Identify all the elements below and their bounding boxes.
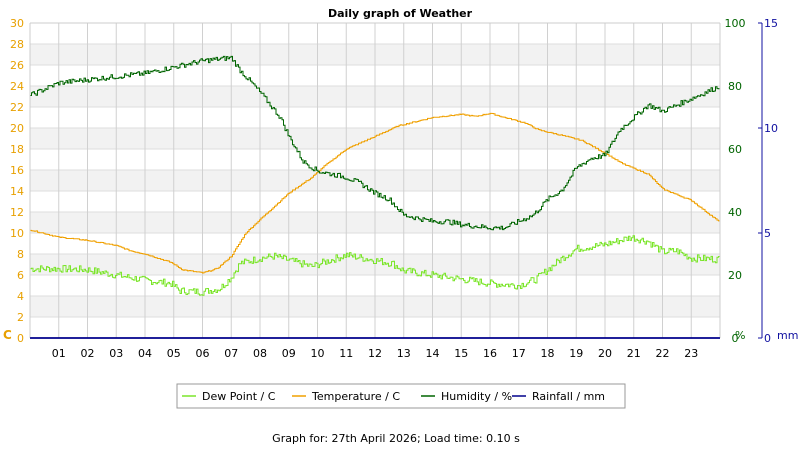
legend-label: Rainfall / mm: [532, 390, 605, 403]
y-right2-tick-label: 10: [764, 122, 778, 135]
series-line-0: [30, 235, 721, 296]
y-left-tick-label: 10: [10, 227, 24, 240]
x-tick-label: 12: [368, 347, 382, 360]
chart-title: Daily graph of Weather: [328, 7, 473, 20]
y-left-tick-label: 30: [10, 17, 24, 30]
x-tick-label: 22: [656, 347, 670, 360]
x-tick-label: 10: [311, 347, 325, 360]
y-right1-tick-label: 40: [728, 206, 742, 219]
x-tick-label: 09: [282, 347, 296, 360]
y-left-tick-label: 6: [17, 269, 24, 282]
x-tick-label: 13: [397, 347, 411, 360]
plot-axes: [29, 22, 763, 339]
x-tick-label: 20: [598, 347, 612, 360]
x-tick-label: 11: [339, 347, 353, 360]
y-right1-unit: %: [735, 329, 745, 342]
legend: Dew Point / C Temperature / C Humidity / %…: [176, 383, 626, 409]
y-left-tick-label: 4: [17, 290, 24, 303]
x-tick-label: 15: [454, 347, 468, 360]
y-left-tick-label: 20: [10, 122, 24, 135]
x-tick-label: 16: [483, 347, 497, 360]
y-left-tick-label: 18: [10, 143, 24, 156]
legend-label: Temperature / C: [311, 390, 400, 403]
y-right2-unit: mm: [777, 329, 798, 342]
x-tick-label: 19: [569, 347, 583, 360]
y-left-tick-label: 2: [17, 311, 24, 324]
x-tick-label: 08: [253, 347, 267, 360]
x-tick-label: 07: [224, 347, 238, 360]
legend-label: Humidity / %: [441, 390, 512, 403]
y-right2-tick-label: 0: [764, 332, 771, 345]
x-tick-label: 01: [52, 347, 66, 360]
y-right1-tick-label: 100: [725, 17, 746, 30]
y-left-tick-label: 26: [10, 59, 24, 72]
x-tick-label: 05: [167, 347, 181, 360]
x-tick-label: 17: [512, 347, 526, 360]
x-tick-label: 06: [196, 347, 210, 360]
x-tick-label: 02: [81, 347, 95, 360]
x-tick-label: 14: [426, 347, 440, 360]
y-left-tick-label: 24: [10, 80, 24, 93]
legend-label: Dew Point / C: [202, 390, 276, 403]
footer-caption: Graph for: 27th April 2026; Load time: 0…: [272, 432, 520, 445]
x-tick-label: 23: [684, 347, 698, 360]
x-tick-label: 21: [627, 347, 641, 360]
y-left-tick-label: 28: [10, 38, 24, 51]
y-left-tick-label: 14: [10, 185, 24, 198]
y-right1-tick-label: 60: [728, 143, 742, 156]
series-line-2: [30, 55, 721, 231]
y-left-tick-label: 8: [17, 248, 24, 261]
y-right2-tick-label: 15: [764, 17, 778, 30]
legend-box: [176, 383, 626, 409]
y-right1-tick-label: 20: [728, 269, 742, 282]
y-left-tick-label: 12: [10, 206, 24, 219]
y-left-tick-label: 16: [10, 164, 24, 177]
y-right1-tick-label: 80: [728, 80, 742, 93]
y-left-unit: C: [3, 328, 12, 342]
x-tick-label: 03: [109, 347, 123, 360]
y-left-tick-label: 22: [10, 101, 24, 114]
x-tick-label: 18: [541, 347, 555, 360]
y-left-tick-label: 0: [17, 332, 24, 345]
x-tick-label: 04: [138, 347, 152, 360]
y-right1-tick-label: 0: [732, 332, 739, 345]
y-right2-tick-label: 5: [764, 227, 771, 240]
plot-ticks: 01 02 03 04 05 06 07 08 09 10 11 12 13 14 15 16 17 18 19 20…: [3, 17, 798, 360]
